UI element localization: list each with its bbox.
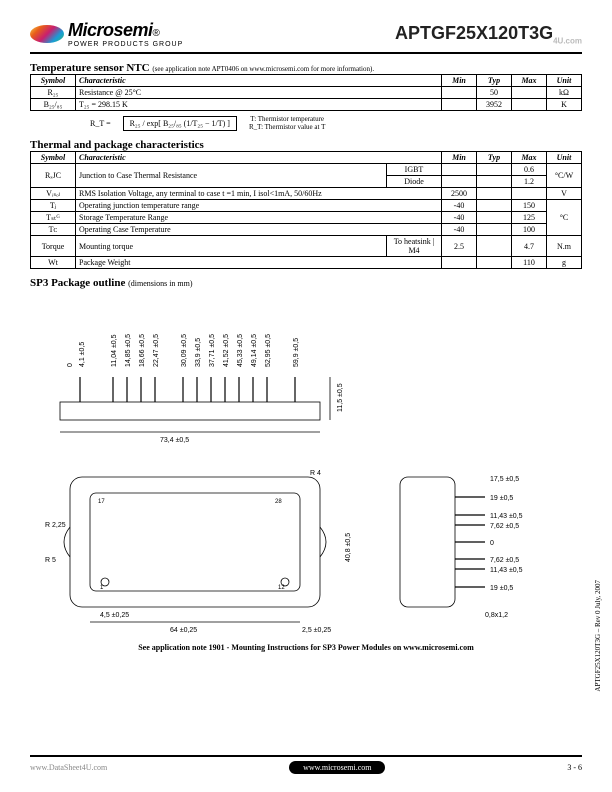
- svg-text:17,5 ±0,5: 17,5 ±0,5: [490, 476, 519, 483]
- brand-logo: Microsemi® POWER PRODUCTS GROUP: [30, 20, 183, 48]
- ntc-table: Symbol Characteristic Min Typ Max Unit R…: [30, 74, 582, 111]
- svg-text:40,8 ±0,5: 40,8 ±0,5: [345, 533, 352, 562]
- part-number: APTGF25X120T3G4U.com: [395, 23, 582, 46]
- thermal-table: Symbol Characteristic Min Typ Max Unit R…: [30, 151, 582, 269]
- page-footer: www.DataSheet4U.com www.microsemi.com 3 …: [30, 755, 582, 774]
- svg-text:45,33 ±0,5: 45,33 ±0,5: [237, 334, 244, 367]
- table-row: B₂₅/₈₅ T₂₅ = 298.15 K 3952 K: [31, 99, 582, 111]
- svg-text:19 ±0,5: 19 ±0,5: [490, 495, 513, 502]
- svg-text:4,1 ±0,5: 4,1 ±0,5: [79, 342, 86, 367]
- table-row: Wt Package Weight 110 g: [31, 257, 582, 269]
- svg-text:0: 0: [67, 363, 74, 367]
- svg-text:52,95 ±0,5: 52,95 ±0,5: [265, 334, 272, 367]
- svg-text:33,9 ±0,5: 33,9 ±0,5: [195, 338, 202, 367]
- svg-text:17: 17: [98, 499, 105, 505]
- svg-text:14,85 ±0,5: 14,85 ±0,5: [125, 334, 132, 367]
- svg-text:11,04 ±0,5: 11,04 ±0,5: [111, 334, 118, 367]
- microsemi-logo-icon: [30, 25, 64, 43]
- svg-text:30,09 ±0,5: 30,09 ±0,5: [181, 334, 188, 367]
- svg-text:41,52 ±0,5: 41,52 ±0,5: [223, 334, 230, 367]
- svg-text:7,62 ±0,5: 7,62 ±0,5: [490, 557, 519, 564]
- svg-text:R 2,25: R 2,25: [45, 522, 66, 529]
- footer-link[interactable]: www.microsemi.com: [289, 761, 385, 774]
- package-drawing: 0 4,1 ±0,5 11,04 ±0,5 14,85 ±0,5 18,66 ±…: [30, 297, 582, 637]
- svg-text:49,14 ±0,5: 49,14 ±0,5: [251, 334, 258, 367]
- table-row: Tⱼ Operating junction temperature range …: [31, 200, 582, 212]
- svg-text:73,4 ±0,5: 73,4 ±0,5: [160, 437, 189, 444]
- svg-text:11,5 ±0,5: 11,5 ±0,5: [337, 383, 344, 412]
- svg-text:7,62 ±0,5: 7,62 ±0,5: [490, 523, 519, 530]
- svg-text:37,71 ±0,5: 37,71 ±0,5: [209, 334, 216, 367]
- svg-text:59,9 ±0,5: 59,9 ±0,5: [293, 338, 300, 367]
- mounting-note: See application note 1901 - Mounting Ins…: [30, 643, 582, 652]
- footer-left: www.DataSheet4U.com: [30, 763, 107, 772]
- table-row: Torque Mounting torque To heatsink | M4 …: [31, 236, 582, 257]
- table-row: R₂₅ Resistance @ 25°C 50 kΩ: [31, 87, 582, 99]
- thermal-title: Thermal and package characteristics: [30, 139, 582, 151]
- svg-text:12: 12: [278, 585, 285, 591]
- table-row: Tᴄ Operating Case Temperature -40100: [31, 224, 582, 236]
- svg-text:11,43 ±0,5: 11,43 ±0,5: [490, 513, 523, 520]
- page-header: Microsemi® POWER PRODUCTS GROUP APTGF25X…: [30, 20, 582, 54]
- page-number: 3 - 6: [567, 763, 582, 772]
- svg-text:11,43 ±0,5: 11,43 ±0,5: [490, 567, 523, 574]
- svg-text:0: 0: [490, 540, 494, 547]
- table-row: Tₛₜᴳ Storage Temperature Range -40125: [31, 212, 582, 224]
- brand-sub: POWER PRODUCTS GROUP: [68, 41, 183, 48]
- svg-text:0,8x1,2: 0,8x1,2: [485, 612, 508, 619]
- svg-text:4,5 ±0,25: 4,5 ±0,25: [100, 612, 129, 619]
- svg-text:28: 28: [275, 499, 282, 505]
- svg-text:2,5 ±0,25: 2,5 ±0,25: [302, 627, 331, 634]
- svg-text:64 ±0,25: 64 ±0,25: [170, 627, 197, 634]
- svg-text:22,47 ±0,5: 22,47 ±0,5: [153, 334, 160, 367]
- svg-text:R 4: R 4: [310, 470, 321, 477]
- ntc-title: Temperature sensor NTC (see application …: [30, 62, 582, 74]
- table-row: Vᵢₛₒₗ RMS Isolation Voltage, any termina…: [31, 188, 582, 200]
- side-revision-text: APTGF25X120T3G – Rev 0 July, 2007: [594, 580, 602, 692]
- ntc-formula: R_T = R₂₅ / exp[ B₂₅/₈₅ (1/T₂₅ − 1/T) ] …: [90, 115, 582, 131]
- svg-text:R 5: R 5: [45, 557, 56, 564]
- brand-name: Microsemi: [68, 20, 153, 40]
- svg-text:18,66 ±0,5: 18,66 ±0,5: [139, 334, 146, 367]
- table-row: RₓJC Junction to Case Thermal Resistance…: [31, 164, 582, 176]
- svg-text:19 ±0,5: 19 ±0,5: [490, 585, 513, 592]
- pkg-title: SP3 Package outline (dimensions in mm): [30, 277, 582, 289]
